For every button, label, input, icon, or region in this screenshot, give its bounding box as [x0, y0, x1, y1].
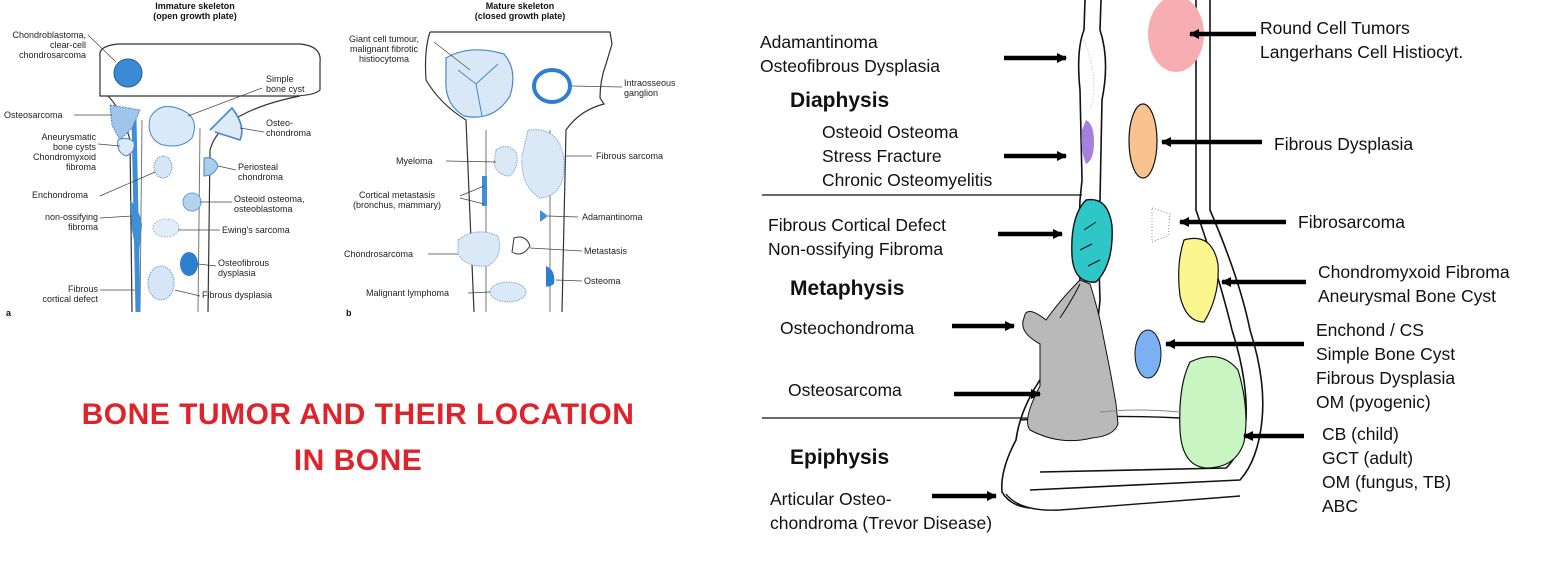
label-enchond: Enchond / CS Simple Bone Cyst Fibrous Dysp… — [1316, 320, 1456, 412]
label-myeloma: Myeloma — [396, 156, 433, 166]
label-trevor: Articular Osteo-chondroma (Trevor Diseas… — [770, 489, 993, 533]
chondroblastoma-lesion — [113, 58, 143, 88]
label-osteochondroma-right: Osteochondroma — [780, 318, 915, 338]
label-simple-bone-cyst: Simple bone cyst — [266, 74, 305, 94]
label-periosteal-chondroma: Periosteal chondroma — [238, 162, 284, 182]
page-title-line2: IN BONE — [293, 444, 423, 477]
label-abc-a: Aneurysmatic bone cysts Chondromyxoid fibro… — [32, 132, 96, 172]
osteosarcoma-lesion — [1022, 279, 1119, 442]
osteoid-osteoma-lesion — [1081, 120, 1094, 164]
label-osteosarcoma-a: Osteosarcoma — [4, 110, 63, 120]
fibrous-dysplasia-lesion — [1128, 103, 1158, 179]
label-osteosarcoma-right: Osteosarcoma — [788, 380, 902, 400]
label-ganglion: Intraosseous ganglion — [624, 78, 676, 98]
panel-b-heading-line2: (closed growth plate) — [474, 11, 566, 21]
label-adamantinoma-right: Adamantinoma Osteofibrous Dysplasia — [760, 32, 940, 76]
label-adamantinoma-b: Adamantinoma — [582, 212, 643, 222]
page-title: BONE TUMOR AND THEIR LOCATION IN BONE — [10, 392, 706, 484]
label-lymphoma-b: Malignant lymphoma — [366, 288, 450, 298]
label-cmf: Chondromyxoid Fibroma Aneurysmal Bone Cys… — [1318, 262, 1510, 306]
label-osteofibrous-a: Osteofibrous dysplasia — [218, 258, 270, 278]
section-metaphysis: Metaphysis — [790, 277, 905, 300]
panel-b-letter: b — [346, 308, 352, 318]
enchond-lesion — [1134, 329, 1162, 379]
label-osteoid-right: Osteoid Osteoma Stress Fracture Chronic Os… — [822, 122, 993, 190]
label-fd-a: Fibrous dysplasia — [202, 290, 273, 300]
label-gct-b: Giant cell tumour, malignant fibrotic hist… — [348, 34, 420, 64]
label-nof-a: non-ossifying fibroma — [44, 212, 98, 232]
panel-a-heading-line1: Immature skeleton — [155, 1, 235, 11]
panel-a-letter: a — [6, 308, 12, 318]
label-round-cell: Round Cell Tumors Langerhans Cell Histioc… — [1260, 18, 1464, 62]
page-title-line1: BONE TUMOR AND THEIR LOCATION — [81, 398, 635, 431]
label-osteochondroma-a: Osteo-chondroma — [266, 118, 312, 138]
label-fibrosarcoma: Fibrosarcoma — [1298, 212, 1405, 232]
label-cortical-metastasis: Cortical metastasis (bronchus, mammary) — [352, 190, 442, 210]
cmf-lesion — [1178, 237, 1219, 323]
panel-a-heading: Immature skeleton (open growth plate) — [120, 1, 270, 21]
label-enchondroma-a: Enchondroma — [32, 190, 89, 200]
label-ewing: Ewing's sarcoma — [222, 225, 290, 235]
label-cb: CB (child) GCT (adult) OM (fungus, TB) ABC — [1322, 424, 1452, 516]
section-diaphysis: Diaphysis — [790, 89, 890, 112]
label-fcd-right: Fibrous Cortical Defect Non-ossifying Fib… — [768, 215, 946, 259]
label-osteoma-b: Osteoma — [584, 276, 621, 286]
round-cell-lesion — [1148, 0, 1204, 72]
label-osteoid-osteoma-a: Osteoid osteoma, osteoblastoma — [234, 194, 305, 214]
panel-b-heading: Mature skeleton (closed growth plate) — [440, 1, 600, 21]
panel-a-heading-line2: (open growth plate) — [153, 11, 237, 21]
label-fcd-a: Fibrous cortical defect — [42, 284, 98, 304]
panel-b-heading-line1: Mature skeleton — [485, 1, 555, 11]
label-fibrous-sarcoma: Fibrous sarcoma — [596, 151, 664, 161]
label-chondrosarcoma-b: Chondrosarcoma — [344, 249, 414, 259]
label-metastasis-b: Metastasis — [584, 246, 628, 256]
fcd-lesion — [1071, 198, 1113, 283]
label-chondroblastoma: Chondroblastoma, clear-cell chondrosarcoma — [12, 30, 86, 60]
section-epiphysis: Epiphysis — [790, 446, 890, 469]
cb-lesion — [1179, 355, 1247, 469]
label-fd-right: Fibrous Dysplasia — [1274, 134, 1414, 154]
